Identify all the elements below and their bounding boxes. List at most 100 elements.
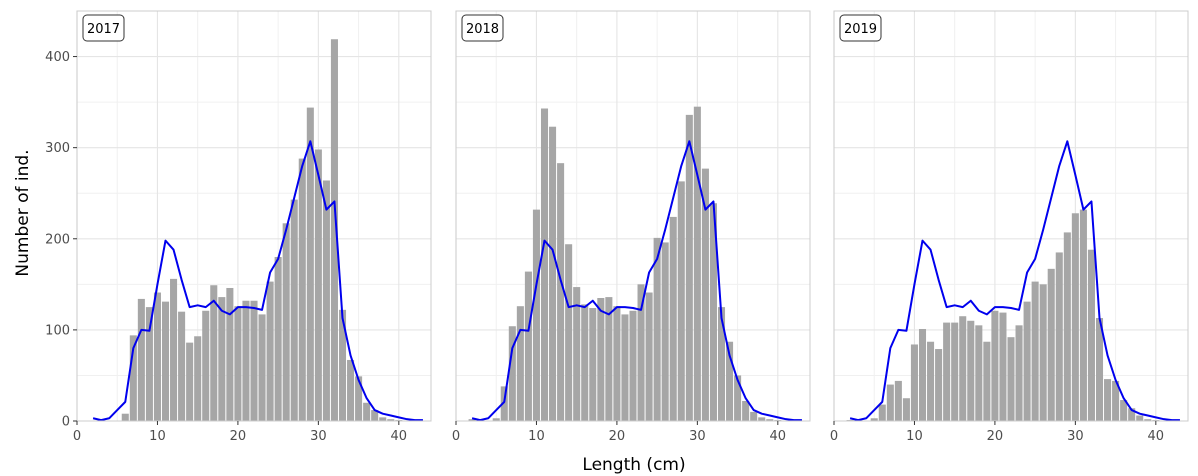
histogram-bar [758, 417, 766, 421]
histogram-bar [258, 314, 266, 421]
histogram-bar [902, 398, 910, 421]
panel-2018: 0 10 20 30 40 2018 [452, 10, 811, 444]
histogram-bar [1095, 318, 1104, 421]
histogram-bar [918, 328, 927, 421]
histogram-bar [516, 306, 524, 421]
histogram-bar [363, 402, 371, 421]
histogram-bar [178, 311, 186, 421]
histogram-bar [379, 417, 387, 421]
y-tick-label: 100 [45, 323, 70, 338]
y-tick-label: 0 [62, 415, 70, 430]
x-tick-label: 30 [689, 429, 706, 444]
histogram-bar [629, 310, 637, 421]
histogram-bar [540, 108, 549, 422]
histogram-bar [129, 335, 137, 421]
histogram-bar [870, 418, 878, 421]
histogram-bar [137, 298, 145, 421]
histogram-bar [1128, 408, 1136, 421]
histogram-bar [927, 341, 935, 421]
histogram-bar [194, 336, 202, 421]
histogram-bar [726, 341, 734, 421]
histogram-bar [661, 242, 669, 421]
histogram-bar [1055, 252, 1063, 421]
histogram-bar [1104, 379, 1112, 421]
histogram-bar [266, 281, 274, 421]
x-tick-label: 0 [73, 429, 81, 444]
histogram-bar [959, 316, 967, 421]
histogram-bar [935, 349, 943, 421]
histogram-bar [1031, 281, 1039, 421]
histogram-bar [532, 209, 540, 421]
histogram-bar [153, 292, 161, 421]
histogram-bar [1023, 301, 1031, 421]
histogram-bar [492, 418, 500, 421]
histogram-bar [524, 271, 532, 421]
panel-2019: 0 10 20 30 40 2019 [830, 10, 1189, 444]
histogram-bar [355, 376, 363, 421]
histogram-bar [282, 223, 290, 421]
histogram-bar [621, 314, 629, 421]
reference-line [849, 140, 1180, 422]
histogram-bar [894, 380, 902, 421]
histogram-bar [645, 292, 653, 421]
histogram-bar [991, 310, 999, 421]
histogram-bar [589, 308, 597, 421]
x-tick-label: 10 [149, 429, 166, 444]
x-tick-label: 40 [770, 429, 787, 444]
histogram-bar [685, 114, 693, 422]
histogram-bar [1079, 209, 1087, 421]
histogram-bar [338, 309, 347, 421]
x-tick-label: 20 [230, 429, 247, 444]
histogram-bar [886, 384, 894, 421]
panel-border [76, 10, 432, 422]
histogram-bar [910, 344, 918, 421]
histogram-bar [274, 257, 282, 421]
histogram-bar [750, 411, 758, 421]
histogram-bar [983, 341, 991, 421]
histogram-bar [717, 307, 726, 421]
y-tick-label: 200 [45, 232, 70, 247]
histogram-bar [605, 297, 613, 421]
histogram-bar [1144, 419, 1152, 421]
histogram-bar [967, 320, 975, 421]
histogram-bar [951, 322, 959, 421]
histogram-bar [766, 419, 774, 421]
panel-border [455, 10, 811, 422]
panel-year-label: 2018 [466, 22, 499, 37]
x-tick-label: 20 [987, 429, 1004, 444]
histogram-bar [1120, 400, 1128, 421]
histogram-bar [637, 284, 645, 421]
histogram-bar [1071, 213, 1079, 421]
histogram-bar [701, 168, 709, 421]
histogram-bar [1007, 337, 1015, 421]
histogram-bar [742, 400, 750, 421]
histogram-bar [693, 106, 701, 422]
histogram-bar [250, 300, 258, 421]
histogram-bar [975, 325, 983, 421]
reference-line [471, 140, 802, 422]
x-tick-label: 30 [310, 429, 327, 444]
histogram-bar [669, 216, 677, 421]
histogram-bar [322, 180, 330, 421]
panel-year-tag [82, 14, 125, 42]
histogram-bar [290, 199, 298, 421]
histogram-bar [1112, 380, 1120, 421]
histogram-bar [1015, 325, 1023, 421]
histogram-bar [468, 419, 476, 421]
histogram-bar [1063, 232, 1071, 421]
histogram-bar [186, 342, 194, 421]
histogram-bar [170, 278, 178, 421]
panel-border [833, 10, 1189, 422]
reference-line [92, 140, 423, 422]
histogram-bar [1039, 284, 1047, 421]
histogram-bar [371, 410, 379, 421]
histogram-bar [242, 300, 250, 421]
histogram-bar [121, 413, 129, 421]
x-tick-label: 40 [391, 429, 408, 444]
histogram-bar [161, 301, 170, 421]
histogram-bar [597, 298, 605, 421]
x-tick-label: 40 [1148, 429, 1165, 444]
